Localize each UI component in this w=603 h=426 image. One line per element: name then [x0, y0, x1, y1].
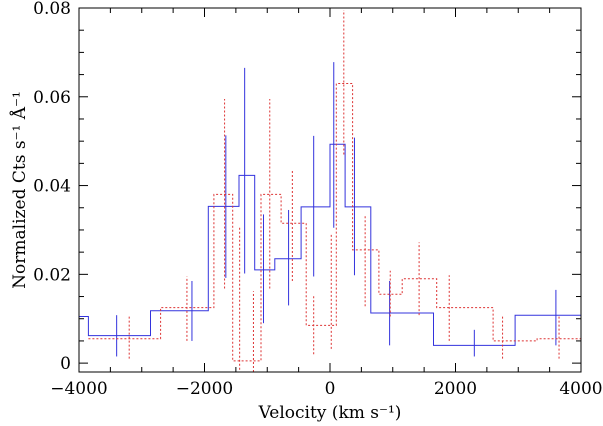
y-tick-label: 0.02: [33, 265, 71, 285]
x-tick-label: 4000: [559, 379, 602, 399]
y-axis-label: Normalized Cts s⁻¹ Å⁻¹: [9, 91, 30, 289]
y-tick-label: 0.06: [33, 88, 71, 108]
x-tick-label: −4000: [50, 379, 108, 399]
series-1-step-line: [79, 143, 581, 346]
tick-labels: −4000 −2000 0 2000 4000 0 0.02 0.04 0.06 0.08: [33, 0, 602, 399]
y-tick-label: 0: [60, 354, 71, 374]
y-tick-label: 0.04: [33, 177, 71, 197]
y-tick-label: 0.08: [33, 0, 71, 19]
series-2-step-line: [88, 83, 581, 362]
x-axis-label: Velocity (km s⁻¹): [258, 403, 402, 423]
plot-area: [79, 10, 581, 372]
x-tick-label: 2000: [434, 379, 477, 399]
x-tick-label: 0: [325, 379, 336, 399]
x-tick-label: −2000: [176, 379, 234, 399]
axis-ticks: [78, 7, 582, 372]
